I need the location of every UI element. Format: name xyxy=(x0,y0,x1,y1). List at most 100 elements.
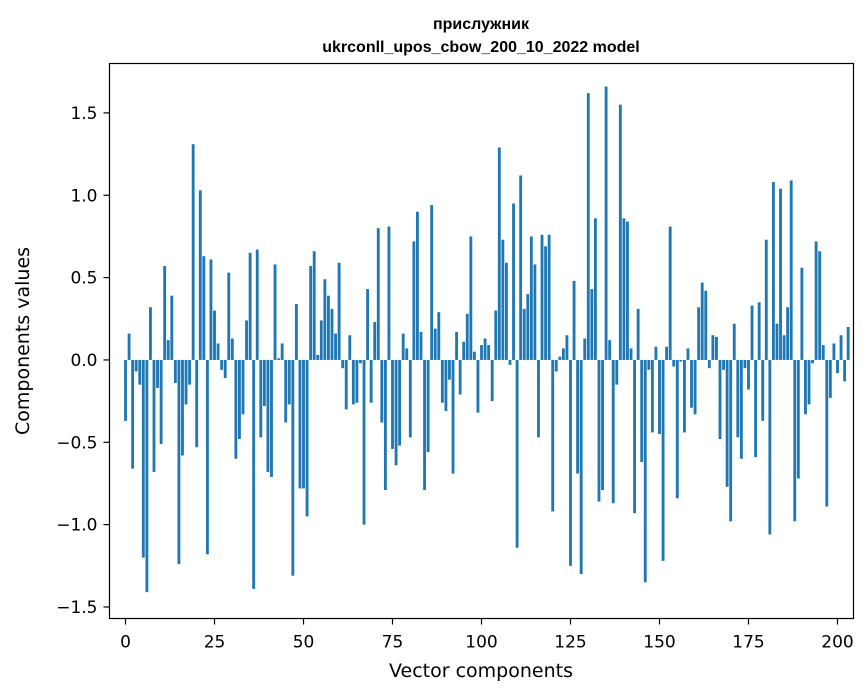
bar-component-68 xyxy=(366,289,370,360)
bar-component-28 xyxy=(223,359,227,379)
bar-component-172 xyxy=(736,359,740,438)
bar-component-128 xyxy=(579,359,583,575)
bar-component-14 xyxy=(173,359,177,383)
bar-component-126 xyxy=(572,280,576,360)
y-tick-label: 0.5 xyxy=(70,269,97,289)
bar-component-99 xyxy=(476,359,480,413)
bar-component-182 xyxy=(771,182,775,360)
bar-component-17 xyxy=(184,359,188,405)
bar-component-19 xyxy=(191,144,195,360)
bar-component-8 xyxy=(152,359,156,472)
bar-component-21 xyxy=(198,190,202,360)
bar-component-149 xyxy=(654,346,658,360)
bar-component-95 xyxy=(462,341,466,360)
bar-component-81 xyxy=(412,241,416,360)
bar-component-119 xyxy=(547,234,551,360)
bar-component-196 xyxy=(821,345,825,360)
bar-component-150 xyxy=(658,359,661,435)
bar-component-71 xyxy=(376,228,380,360)
bar-component-13 xyxy=(170,295,174,360)
bar-component-102 xyxy=(487,345,491,360)
bar-component-197 xyxy=(825,359,829,507)
bar-component-77 xyxy=(398,359,402,446)
x-tick-label: 125 xyxy=(554,633,586,653)
bar-component-120 xyxy=(551,359,555,512)
bar-component-41 xyxy=(270,359,273,477)
bar-component-93 xyxy=(455,331,459,360)
bar-component-103 xyxy=(490,359,494,402)
bar-component-148 xyxy=(650,359,654,433)
bar-component-122 xyxy=(558,356,562,360)
bar-component-86 xyxy=(430,205,434,360)
x-tick-label: 75 xyxy=(382,633,404,653)
bar-component-165 xyxy=(711,335,715,360)
bar-component-52 xyxy=(309,266,313,360)
bar-component-167 xyxy=(718,359,722,439)
x-tick-label: 0 xyxy=(120,633,131,653)
bar-component-116 xyxy=(537,359,540,438)
bar-component-62 xyxy=(344,359,348,410)
bar-component-45 xyxy=(284,359,288,423)
bar-component-200 xyxy=(836,359,839,374)
bar-component-151 xyxy=(661,359,665,561)
bar-component-83 xyxy=(419,331,423,360)
bar-component-166 xyxy=(715,336,718,360)
x-tick-label: 25 xyxy=(204,633,226,653)
bar-component-136 xyxy=(608,340,612,360)
bar-component-9 xyxy=(156,359,159,388)
bar-component-0 xyxy=(124,359,127,421)
bar-component-112 xyxy=(522,308,526,360)
bar-component-202 xyxy=(843,359,847,382)
bar-component-159 xyxy=(690,359,693,408)
bar-component-2 xyxy=(131,359,135,469)
bar-component-51 xyxy=(305,359,309,517)
y-tick-label: −1.0 xyxy=(56,516,97,536)
bar-component-160 xyxy=(693,359,697,415)
bar-component-115 xyxy=(533,264,537,360)
bar-component-1 xyxy=(127,333,131,360)
bar-component-94 xyxy=(458,359,462,395)
x-tick-label: 200 xyxy=(821,633,853,653)
bar-component-100 xyxy=(480,345,483,360)
bar-component-152 xyxy=(665,346,669,360)
bar-component-97 xyxy=(469,236,473,360)
bar-component-199 xyxy=(832,343,836,360)
bar-component-67 xyxy=(362,359,366,525)
bar-component-176 xyxy=(750,305,754,360)
bar-component-88 xyxy=(437,312,441,360)
bar-component-31 xyxy=(234,359,238,459)
bar-component-154 xyxy=(672,359,676,367)
bar-component-177 xyxy=(754,359,758,458)
bar-component-130 xyxy=(586,93,590,360)
bar-component-195 xyxy=(818,251,822,360)
bar-component-198 xyxy=(828,359,832,398)
bar-component-92 xyxy=(451,359,455,474)
bar-series xyxy=(124,86,850,593)
y-tick-label: 1.0 xyxy=(70,186,97,206)
bar-component-43 xyxy=(277,358,281,360)
bar-component-11 xyxy=(163,266,167,360)
bar-component-164 xyxy=(707,359,711,369)
bar-component-109 xyxy=(512,203,515,360)
bar-component-104 xyxy=(494,310,498,360)
bar-component-139 xyxy=(618,104,622,360)
bar-component-157 xyxy=(682,359,686,433)
bar-component-47 xyxy=(291,359,295,576)
bar-component-113 xyxy=(526,294,530,360)
bar-component-201 xyxy=(839,335,843,360)
bar-component-15 xyxy=(177,359,181,565)
bar-component-85 xyxy=(426,359,430,453)
bar-component-124 xyxy=(565,335,569,360)
bar-component-66 xyxy=(359,359,362,364)
bar-component-63 xyxy=(348,335,352,360)
bar-component-190 xyxy=(800,267,804,360)
bar-component-12 xyxy=(166,340,170,360)
bar-component-156 xyxy=(679,359,683,362)
y-tick-label: −0.5 xyxy=(56,433,97,453)
bar-component-101 xyxy=(483,338,487,360)
bar-component-143 xyxy=(633,359,636,514)
bar-component-142 xyxy=(629,348,633,360)
bar-component-193 xyxy=(811,359,814,364)
x-axis-label: Vector components xyxy=(389,660,573,682)
